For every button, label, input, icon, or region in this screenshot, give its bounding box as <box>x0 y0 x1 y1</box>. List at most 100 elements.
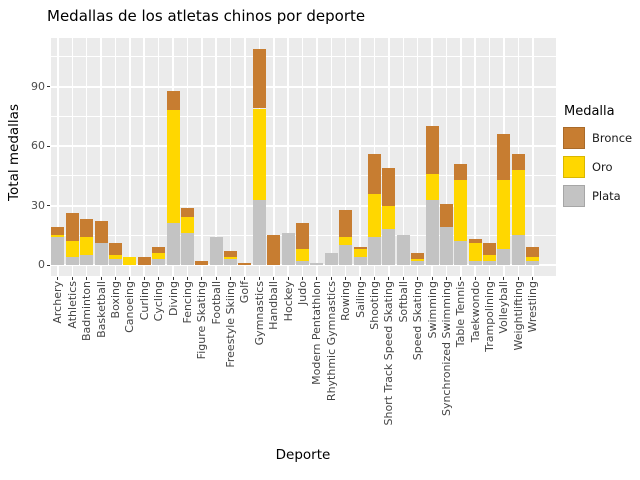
x-tick-label: Volleyball <box>497 281 511 334</box>
bar-segment <box>180 207 194 218</box>
x-tick-label: Wrestling <box>526 281 540 333</box>
legend-item: Plata <box>563 185 639 207</box>
minor-gridline <box>51 56 556 58</box>
x-tick-mark <box>431 276 433 280</box>
x-tick-mark <box>186 276 188 280</box>
x-tick-label: Gymnastics <box>252 281 266 346</box>
x-tick-mark <box>302 276 304 280</box>
y-tick-label: 0 <box>38 258 45 271</box>
bar-segment <box>526 261 540 265</box>
x-tick-mark <box>445 276 447 280</box>
bar-segment <box>511 169 525 236</box>
bar-segment <box>51 237 65 265</box>
x-tick-label: Short Track Speed Skating <box>382 281 396 426</box>
bar-segment <box>511 235 525 265</box>
x-tick-label: Golf <box>238 281 252 304</box>
bar-segment <box>425 173 439 200</box>
bar-segment <box>224 257 238 260</box>
bar-segment <box>353 257 367 265</box>
vertical-gridline <box>445 38 448 276</box>
x-tick-mark <box>230 276 232 280</box>
x-tick-mark <box>273 276 275 280</box>
y-axis-title: Total medallas <box>6 104 22 201</box>
bar-segment <box>526 247 540 258</box>
bar-segment <box>497 134 511 180</box>
bar-segment <box>152 253 166 260</box>
x-tick-mark <box>86 276 88 280</box>
x-tick-mark <box>57 276 59 280</box>
x-tick-mark <box>143 276 145 280</box>
x-tick-mark <box>258 276 260 280</box>
vertical-gridline <box>57 38 59 276</box>
x-tick-label: Canoeing <box>123 281 137 333</box>
bar-segment <box>396 235 410 265</box>
bar-segment <box>94 221 108 244</box>
major-gridline <box>51 145 556 148</box>
x-tick-mark <box>532 276 534 280</box>
vertical-gridline <box>143 38 145 276</box>
plot-panel <box>51 38 556 276</box>
vertical-gridline <box>316 38 318 276</box>
x-tick-label: Boxing <box>108 281 122 319</box>
bar-segment <box>367 237 381 265</box>
x-tick-mark <box>114 276 116 280</box>
x-tick-mark <box>388 276 390 280</box>
bar-segment <box>353 249 367 258</box>
x-tick-label: Freestyle Skiing <box>224 281 238 368</box>
major-gridline <box>51 264 556 266</box>
bar-segment <box>252 108 266 200</box>
x-tick-label: Football <box>209 281 223 325</box>
bar-segment <box>483 255 497 262</box>
bar-segment <box>209 237 223 265</box>
vertical-gridline <box>215 38 217 276</box>
bar-segment <box>382 205 396 230</box>
x-tick-label: Rhythmic Gymnastics <box>324 281 338 402</box>
x-tick-mark <box>158 276 160 280</box>
x-tick-mark <box>330 276 332 280</box>
x-tick-mark <box>316 276 318 280</box>
y-tick-label: 30 <box>31 198 45 212</box>
x-tick-mark <box>244 276 246 280</box>
bar-segment <box>367 193 381 238</box>
bar-segment <box>137 257 151 265</box>
legend-title: Medalla <box>564 104 615 119</box>
bar-segment <box>425 199 439 265</box>
bar-segment <box>65 257 79 265</box>
bar-segment <box>80 219 94 238</box>
legend-swatch <box>563 156 585 178</box>
vertical-gridline <box>330 38 333 276</box>
bar-segment <box>51 235 65 238</box>
bar-segment <box>324 253 338 265</box>
legend-swatch <box>563 127 585 149</box>
minor-gridline <box>51 175 556 177</box>
bar-segment <box>339 245 353 265</box>
vertical-gridline <box>157 38 160 276</box>
x-tick-mark <box>517 276 519 280</box>
x-tick-mark <box>345 276 347 280</box>
bar-segment <box>367 154 381 194</box>
y-tick-label: 90 <box>31 79 45 93</box>
y-tick-label: 60 <box>31 139 45 153</box>
bar-segment <box>180 233 194 265</box>
x-tick-mark <box>489 276 491 280</box>
x-tick-label: Cycling <box>152 281 166 322</box>
x-tick-label: Archery <box>51 281 65 324</box>
legend-item-label: Oro <box>592 160 613 174</box>
bar-segment <box>526 257 540 262</box>
legend-item: Bronce <box>563 127 639 149</box>
bar-segment <box>439 227 453 265</box>
x-tick-mark <box>474 276 476 280</box>
bar-segment <box>339 209 353 238</box>
x-tick-label: Modern Pentathlon <box>310 281 324 385</box>
x-tick-mark <box>201 276 203 280</box>
vertical-gridline <box>460 38 462 276</box>
bar-segment <box>80 255 94 265</box>
bar-segment <box>252 49 266 109</box>
vertical-gridline <box>301 38 304 276</box>
bar-segment <box>296 223 310 250</box>
vertical-gridline <box>488 38 491 276</box>
bar-segment <box>497 179 511 250</box>
bar-segment <box>166 223 180 265</box>
x-tick-label: Basketball <box>94 281 108 338</box>
y-tick-mark <box>47 86 50 88</box>
